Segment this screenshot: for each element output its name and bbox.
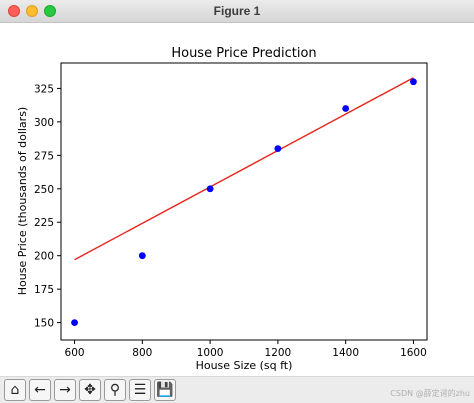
y-axis-label: House Price (thousands of dollars) [16,107,29,295]
zoom-icon: ⚲ [109,382,121,398]
figure-canvas: House Price Prediction House Size (sq ft… [0,23,474,375]
x-tick-label: 1000 [197,347,224,359]
window-title: Figure 1 [213,4,261,18]
x-tick-label: 800 [132,347,152,359]
back-arrow-button[interactable]: ← [29,379,51,401]
watermark-text: CSDN @薛定谔的zhu [390,389,470,398]
data-point [138,252,146,260]
maximize-window-button[interactable] [44,5,56,17]
chart: House Price Prediction House Size (sq ft… [16,46,428,372]
series-layer [71,77,417,327]
y-tick-label: 300 [34,117,54,129]
navigation-toolbar: ⌂ ← → ✥ ⚲ ☰ 💾 [0,376,474,403]
y-tick-label: 250 [34,184,54,196]
data-point [71,319,78,327]
data-point [342,105,350,112]
data-point [274,145,282,153]
y-tick-label: 275 [34,150,54,162]
save-button[interactable]: 💾 [154,379,176,401]
forward-arrow-button[interactable]: → [54,379,76,401]
title-bar: Figure 1 [0,0,474,23]
x-tick-label: 600 [65,347,85,359]
pan-button[interactable]: ✥ [79,379,101,401]
x-axis-ticks: 600 800 1000 1200 1400 1600 [65,340,427,359]
y-axis-ticks: 150 175 200 225 250 275 300 325 [34,83,61,330]
back-arrow-icon: ← [34,382,46,398]
save-icon: 💾 [156,382,174,398]
y-tick-label: 175 [34,284,54,296]
pan-icon: ✥ [84,382,96,398]
home-button[interactable]: ⌂ [4,379,26,401]
regression-line [74,77,414,261]
chart-title: House Price Prediction [171,46,316,61]
x-tick-label: 1400 [332,347,359,359]
forward-arrow-icon: → [59,382,71,398]
data-point [206,185,214,193]
plot-area [60,62,428,341]
y-tick-label: 150 [34,318,54,330]
y-tick-label: 325 [34,83,54,95]
y-tick-label: 225 [34,217,54,229]
home-icon: ⌂ [10,382,20,398]
x-axis-label: House Size (sq ft) [196,359,293,372]
close-window-button[interactable] [8,5,20,17]
x-tick-label: 1600 [400,347,427,359]
configure-subplots-icon: ☰ [133,382,147,398]
x-tick-label: 1200 [265,347,292,359]
minimize-window-button[interactable] [26,5,38,17]
configure-subplots-button[interactable]: ☰ [129,379,151,401]
zoom-button[interactable]: ⚲ [104,379,126,401]
y-tick-label: 200 [34,251,54,263]
data-point [410,78,417,86]
